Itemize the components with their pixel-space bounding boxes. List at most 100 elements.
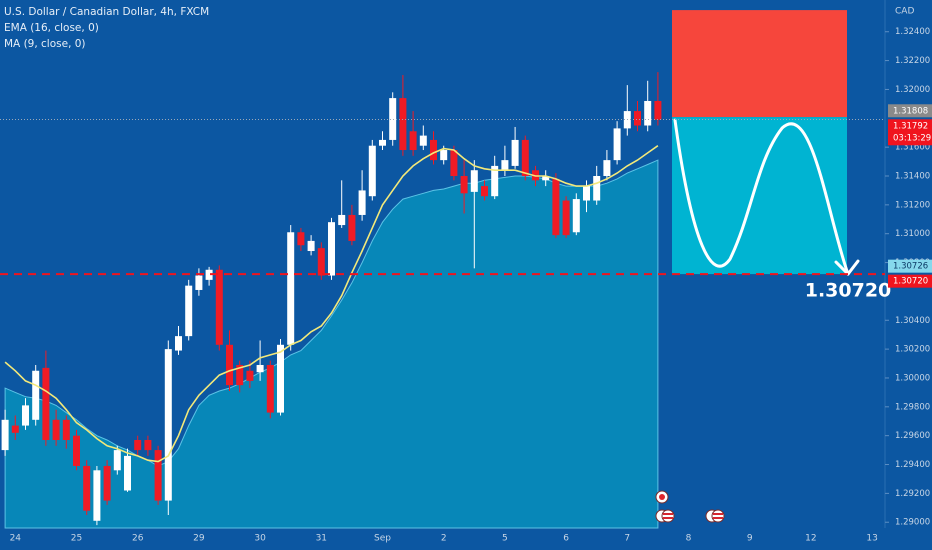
y-tick-label: 1.29200 xyxy=(895,489,930,499)
candle-body xyxy=(552,178,560,236)
candle-body xyxy=(83,465,91,511)
candle-body xyxy=(144,440,152,451)
target-annotation: 1.30720 xyxy=(805,280,892,302)
y-tick-label: 1.29400 xyxy=(895,460,930,470)
price-label-box xyxy=(888,119,932,146)
candle-body xyxy=(562,200,570,236)
x-tick-label: 24 xyxy=(10,534,22,544)
candle-body xyxy=(317,248,325,276)
y-tick-label: 1.29000 xyxy=(895,518,930,528)
x-tick-label: 29 xyxy=(193,534,205,544)
candle-body xyxy=(338,214,346,226)
candle-body xyxy=(348,214,356,241)
candle-body xyxy=(195,275,203,290)
candle-body xyxy=(644,100,652,126)
y-tick-label: 1.29800 xyxy=(895,402,930,412)
candle-body xyxy=(287,232,295,345)
candle-body xyxy=(583,186,590,201)
candle-body xyxy=(491,165,499,197)
y-tick-label: 1.30000 xyxy=(895,373,930,383)
candle-body xyxy=(22,405,29,426)
stop-zone xyxy=(672,10,847,118)
price-label-box xyxy=(888,274,932,288)
flag-stripe xyxy=(663,513,673,515)
x-tick-label: 12 xyxy=(805,534,816,544)
event-icon-us[interactable] xyxy=(661,509,675,523)
candle-body xyxy=(134,440,142,451)
target-zone xyxy=(672,117,847,275)
flag-stripe xyxy=(663,517,673,519)
candle-body xyxy=(73,435,80,466)
y-tick-label: 1.31000 xyxy=(895,229,930,239)
x-tick-label: 2 xyxy=(441,534,447,544)
x-tick-label: 31 xyxy=(316,534,327,544)
candle-body xyxy=(42,367,50,440)
candle-body xyxy=(328,222,335,276)
countdown-label: 03:13:29 xyxy=(893,133,931,143)
y-tick-label: 1.31400 xyxy=(895,172,930,182)
price-label-box xyxy=(888,259,932,273)
x-tick-label: 9 xyxy=(747,534,753,544)
candle-body xyxy=(236,364,244,386)
candle-body xyxy=(572,199,580,233)
y-tick-label: 1.30200 xyxy=(895,345,930,355)
candle-body xyxy=(205,269,213,280)
chart-title: U.S. Dollar / Canadian Dollar, 4h, FXCM xyxy=(4,6,209,18)
candle-body xyxy=(501,160,509,171)
candle-body xyxy=(409,131,417,151)
candle-body xyxy=(215,269,223,345)
ma-area xyxy=(4,159,659,529)
candle-body xyxy=(226,344,233,386)
x-tick-label: 8 xyxy=(686,534,692,544)
candle-body xyxy=(542,176,550,181)
y-tick-label: 1.31600 xyxy=(895,143,930,153)
candle-body xyxy=(124,455,131,491)
x-tick-label: 25 xyxy=(71,534,82,544)
candle-body xyxy=(511,139,519,166)
candle-body xyxy=(62,419,70,440)
candle-body xyxy=(266,364,274,413)
candle-body xyxy=(440,150,448,161)
currency-label: CAD xyxy=(895,7,914,17)
flag-stripe xyxy=(713,513,723,515)
projection-curve xyxy=(673,118,850,276)
candle-body xyxy=(368,145,376,197)
price-label: 1.31792 xyxy=(893,121,928,131)
candle-body xyxy=(389,98,397,140)
y-tick-label: 1.30400 xyxy=(895,316,930,326)
candle-body xyxy=(297,232,305,246)
y-tick-label: 1.32000 xyxy=(895,85,930,95)
candle-body xyxy=(11,425,19,433)
event-icon-us[interactable] xyxy=(711,509,725,523)
x-tick-label: 6 xyxy=(563,534,569,544)
candle-body xyxy=(603,160,611,176)
candle-body xyxy=(52,419,60,440)
x-tick-label: 5 xyxy=(502,534,508,544)
plot-area xyxy=(1,72,662,529)
candle-body xyxy=(246,370,254,381)
candle-body xyxy=(256,364,264,373)
candle-body xyxy=(164,349,172,501)
candle-body xyxy=(450,150,458,176)
candle-body xyxy=(175,336,182,351)
candle-body xyxy=(93,470,101,521)
ema-line xyxy=(4,145,659,463)
candle-body xyxy=(460,176,468,194)
y-tick-label: 1.31200 xyxy=(895,200,930,210)
candle-body xyxy=(277,344,284,413)
flag-stripe xyxy=(713,517,723,519)
legend-entry: EMA (16, close, 0) xyxy=(4,22,99,34)
x-tick-label: 7 xyxy=(624,534,630,544)
candle-body xyxy=(379,139,386,146)
candle-body xyxy=(470,170,478,192)
candle-body xyxy=(654,100,662,120)
price-label: 1.31808 xyxy=(893,106,928,116)
candle-body xyxy=(419,135,427,146)
candle-body xyxy=(154,450,162,501)
x-tick-label: 30 xyxy=(254,534,266,544)
event-icon-ca-leaf xyxy=(659,494,665,500)
candle-body xyxy=(613,128,621,161)
candle-body xyxy=(1,419,9,451)
